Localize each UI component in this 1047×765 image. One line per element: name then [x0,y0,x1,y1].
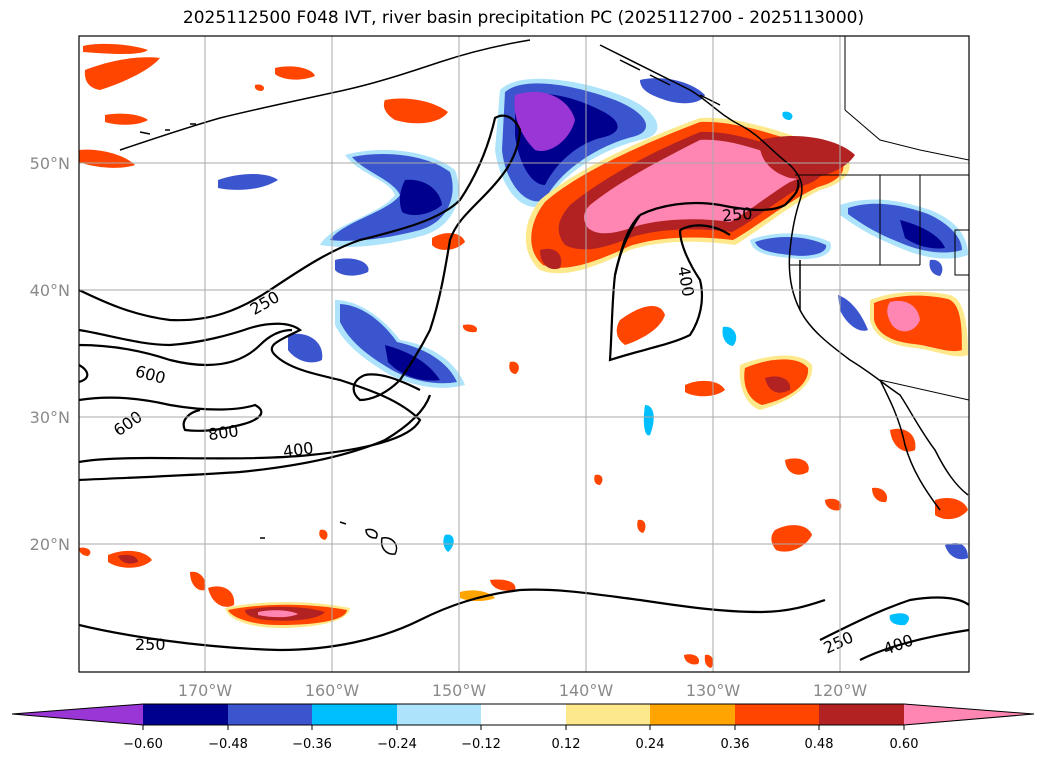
colorbar-tick-label: 0.60 [890,737,919,752]
ivt-contours [79,114,969,661]
colorbar-ticks [142,725,905,730]
colorbar-extend-high [904,704,1034,725]
borders [790,36,969,401]
longitude-labels: 170°W 160°W 150°W 140°W 130°W 120°W [178,681,868,700]
longitude-label: 130°W [686,681,741,700]
latitude-label: 40°N [30,281,70,300]
longitude-label: 150°W [432,681,487,700]
contour-label: 250 [721,204,753,226]
latitude-labels: 50°N 40°N 30°N 20°N [30,154,70,554]
colorbar-extend-low [12,704,143,725]
gridlines [79,36,969,672]
longitude-label: 140°W [559,681,614,700]
map-frame [78,35,970,673]
longitude-label: 160°W [305,681,360,700]
colorbar-bin [397,704,481,725]
contour-label: 400 [282,438,315,461]
colorbar-tick-label: −0.36 [292,737,332,752]
colorbar-bin [481,704,566,725]
colorbar-tick-label: −0.48 [208,737,248,752]
map-title: 2025112500 F048 IVT, river basin precipi… [182,8,865,28]
colorbar-bin [735,704,819,725]
latitude-label: 50°N [30,154,70,173]
longitude-label: 120°W [813,681,868,700]
colorbar-tick-label: −0.12 [461,737,501,752]
colorbar-bin [566,704,650,725]
negative-precipitation-shading [218,78,968,626]
colorbar-bin [228,704,312,725]
colorbar-tick-label: −0.24 [377,737,417,752]
colorbar-tick-label: 0.12 [552,737,581,752]
latitude-label: 30°N [30,408,70,427]
colorbar-bin [143,704,228,725]
colorbar-tick-label: −0.60 [123,737,163,752]
colorbar-bin [312,704,397,725]
positive-precipitation-shading [79,43,968,668]
colorbar-tick-label: 0.36 [721,737,750,752]
colorbar-bin [819,704,904,725]
colorbar-tick-label: 0.48 [805,737,834,752]
contour-labels: 250 250 600 600 800 400 400 250 250 400 [110,204,916,659]
contour-label: 800 [207,421,240,444]
colorbar-bin [650,704,735,725]
latitude-label: 20°N [30,535,70,554]
colorbar-tick-label: 0.24 [636,737,665,752]
colorbar-tick-labels: −0.60 −0.48 −0.36 −0.24 −0.12 0.12 0.24 … [123,737,918,752]
colorbar: −0.60 −0.48 −0.36 −0.24 −0.12 0.12 0.24 … [11,703,1035,752]
longitude-label: 170°W [178,681,233,700]
map-plot-area: 250 250 600 600 800 400 400 250 250 400 [79,36,969,672]
contour-label: 250 [135,635,166,654]
